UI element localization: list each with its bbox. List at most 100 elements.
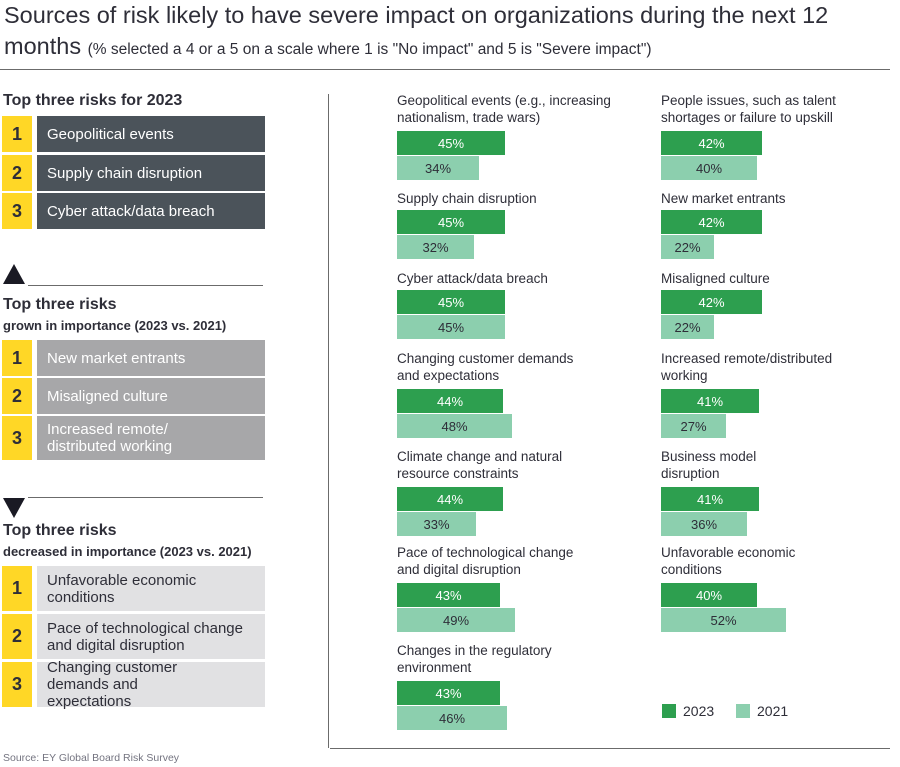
- legend-swatch-2021: [736, 704, 750, 718]
- rank-label: Misaligned culture: [37, 378, 265, 414]
- bar-value-label: 41%: [696, 491, 724, 507]
- bar-value-label: 32%: [422, 239, 449, 255]
- bar-value-label: 45%: [437, 319, 465, 335]
- bar-value-label: 44%: [436, 393, 464, 409]
- category-label-line: working: [661, 368, 708, 383]
- bar-2023: 42%: [661, 210, 762, 234]
- source-note: Source: EY Global Board Risk Survey: [3, 752, 180, 764]
- section-divider: [28, 497, 263, 498]
- rank-badge: 1: [2, 116, 32, 152]
- bar-2023: 45%: [397, 210, 505, 234]
- bar-value-label: 40%: [695, 160, 723, 176]
- bar-2023: 41%: [661, 389, 759, 413]
- bar-2021: 33%: [397, 512, 476, 536]
- bar-value-label: 22%: [674, 239, 701, 255]
- category-label: Increased remote/distributed working: [661, 350, 832, 384]
- bar-value-label: 45%: [437, 135, 465, 151]
- bar-2023: 41%: [661, 487, 759, 511]
- bar-value-label: 40%: [695, 587, 723, 603]
- bar-2021: 45%: [397, 315, 505, 339]
- category-label-line: Increased remote/distributed: [661, 351, 833, 366]
- category-label-line: shortages or failure to upskill: [661, 110, 833, 125]
- bar-2021: 22%: [661, 315, 714, 339]
- grown-heading: Top three risks: [3, 296, 117, 313]
- rank-badge: 2: [2, 155, 32, 191]
- bar-2023: 42%: [661, 290, 762, 314]
- rank-label: Geopolitical events: [37, 116, 265, 152]
- bar-2023: 40%: [661, 583, 757, 607]
- category-label: Business model disruption: [661, 448, 756, 482]
- bar-2021: 52%: [661, 608, 786, 632]
- rank-badge: 1: [2, 340, 32, 376]
- category-label: Changing customer demands and expectation…: [397, 350, 573, 384]
- bar-value-label: 33%: [423, 516, 450, 532]
- category-label-line: Geopolitical events (e.g., increasing: [397, 93, 611, 108]
- category-label: Cyber attack/data breach: [397, 270, 548, 287]
- rank-label: Changing customer demands and expectatio…: [37, 659, 265, 710]
- bar-2021: 27%: [661, 414, 726, 438]
- bar-2021: 49%: [397, 608, 515, 632]
- category-label: Changes in the regulatory environment: [397, 642, 552, 676]
- bar-value-label: 22%: [674, 319, 701, 335]
- bar-value-label: 45%: [437, 214, 465, 230]
- legend-label-2023: 2023: [683, 703, 715, 719]
- category-label: Supply chain disruption: [397, 190, 537, 207]
- panel-divider: [328, 94, 329, 748]
- bar-value-label: 49%: [442, 612, 470, 628]
- bar-2023: 45%: [397, 131, 505, 155]
- rank-label: New market entrants: [37, 340, 265, 376]
- rank-badge: 1: [2, 566, 32, 611]
- bar-value-label: 52%: [710, 612, 737, 628]
- title-subtitle: (% selected a 4 or a 5 on a scale where …: [87, 41, 652, 58]
- bar-value-label: 42%: [698, 135, 725, 151]
- rank-label: Increased remote/ distributed working: [37, 416, 265, 460]
- category-label: New market entrants: [661, 190, 786, 207]
- bar-value-label: 43%: [435, 587, 462, 603]
- bar-2023: 44%: [397, 389, 503, 413]
- category-label-line: Supply chain disruption: [397, 191, 537, 206]
- rank-badge: 3: [2, 193, 32, 229]
- rank-badge: 3: [2, 416, 32, 460]
- bar-2023: 42%: [661, 131, 762, 155]
- title-main: Sources of risk likely to have severe im…: [4, 2, 829, 59]
- category-label-line: New market entrants: [661, 191, 786, 206]
- bar-2021: 32%: [397, 235, 474, 259]
- bar-value-label: 34%: [424, 160, 452, 176]
- category-label-line: nationalism, trade wars): [397, 110, 541, 125]
- bar-value-label: 45%: [437, 294, 465, 310]
- bar-2021: 22%: [661, 235, 714, 259]
- bar-value-label: 42%: [698, 214, 725, 230]
- category-label-line: People issues, such as talent: [661, 93, 836, 108]
- category-label-line: Pace of technological change: [397, 545, 574, 560]
- chart-title: Sources of risk likely to have severe im…: [4, 0, 896, 65]
- category-label: Climate change and natural resource const…: [397, 448, 562, 482]
- section-divider: [28, 285, 263, 286]
- category-label: Unfavorable economic conditions: [661, 544, 795, 578]
- category-label: People issues, such as talent shortages o…: [661, 92, 836, 126]
- bar-2021: 34%: [397, 156, 479, 180]
- bar-2021: 36%: [661, 512, 747, 536]
- arrow-down-icon: [3, 498, 25, 518]
- title-divider: [0, 69, 890, 70]
- legend-label-2021: 2021: [757, 703, 789, 719]
- category-label-line: Business model: [661, 449, 757, 464]
- bar-value-label: 43%: [435, 685, 462, 701]
- bar-2021: 48%: [397, 414, 512, 438]
- bar-value-label: 44%: [436, 491, 464, 507]
- category-label: Geopolitical events (e.g., increasing nat…: [397, 92, 611, 126]
- bar-value-label: 48%: [441, 418, 468, 434]
- rank-label: Pace of technological change and digital…: [37, 614, 265, 659]
- rank-badge: 2: [2, 614, 32, 659]
- bar-value-label: 27%: [680, 418, 707, 434]
- rank-label: Cyber attack/data breach: [37, 193, 265, 229]
- category-label-line: Misaligned culture: [661, 271, 770, 286]
- bar-value-label: 41%: [696, 393, 724, 409]
- bar-2023: 43%: [397, 681, 500, 705]
- bar-value-label: 36%: [690, 516, 718, 532]
- bar-2023: 43%: [397, 583, 500, 607]
- category-label-line: Climate change and natural: [397, 449, 563, 464]
- category-label-line: environment: [397, 660, 472, 675]
- bar-value-label: 46%: [438, 710, 466, 726]
- rank-badge: 2: [2, 378, 32, 414]
- decreased-heading: Top three risks: [3, 522, 117, 539]
